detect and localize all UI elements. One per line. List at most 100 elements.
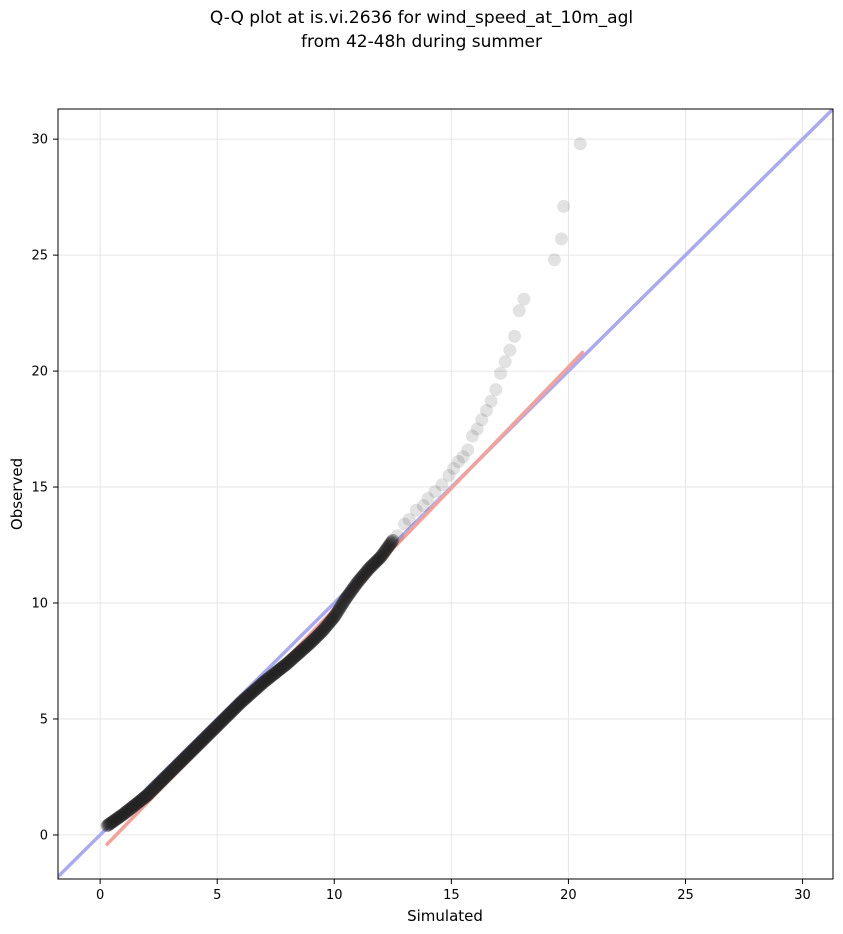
data-point [126,800,140,814]
data-point [238,692,252,706]
data-point [297,642,311,656]
data-point [290,648,304,662]
data-point [416,499,430,513]
data-point [240,690,254,704]
data-point [359,565,373,579]
data-point [166,763,180,777]
data-point [278,658,292,672]
data-point [465,429,479,443]
data-point [252,679,266,693]
data-point [391,529,405,543]
data-point [199,730,213,744]
data-point [331,603,345,617]
data-point [311,628,325,642]
data-point [484,394,498,408]
data-point [339,591,353,605]
data-point [335,597,349,611]
data-point [269,665,283,679]
data-point [372,551,386,565]
data-point [385,535,399,549]
data-point [172,757,186,771]
data-point [147,782,161,796]
data-point [332,602,346,616]
data-point [236,694,250,708]
data-point [231,698,245,712]
data-point [210,719,224,733]
data-point [200,730,214,744]
data-point [191,738,205,752]
fit-line [105,350,585,846]
data-point [265,668,279,682]
data-point [235,695,249,709]
axis-ticks: 0 5 10 15 20 25 30 0 5 10 15 20 25 30 [31,133,810,903]
data-point [377,545,391,559]
data-point [262,671,276,685]
data-point [284,654,298,668]
data-point [181,747,195,761]
data-point [494,366,508,380]
data-point [479,404,493,418]
data-point [320,619,334,633]
data-point [271,664,285,678]
data-point [174,755,188,769]
data-point [151,778,165,792]
data-point [298,641,312,655]
data-point [179,749,193,763]
data-point [347,581,361,595]
data-point [326,612,340,626]
data-point [328,608,342,622]
data-point [153,776,167,790]
data-point [163,765,177,779]
data-point [180,748,194,762]
data-point [307,633,321,647]
data-point [196,733,210,747]
data-point [214,715,228,729]
data-point [294,644,308,658]
data-point [318,621,332,635]
data-point [243,687,257,701]
data-point [248,683,262,697]
data-point [201,728,215,742]
data-point [121,803,135,817]
data-point [287,650,301,664]
data-point [257,675,271,689]
data-point [154,775,168,789]
data-point [148,781,162,795]
data-point [185,744,199,758]
data-point [369,555,383,569]
data-point [188,741,202,755]
data-point [102,817,116,831]
data-point [156,773,170,787]
data-point [100,819,114,833]
data-point [129,797,143,811]
data-point [176,753,190,767]
data-point [349,578,363,592]
data-point [498,355,512,369]
data-point [243,688,257,702]
data-point [376,547,390,561]
data-point [160,768,174,782]
data-point [127,799,141,813]
data-point [315,624,329,638]
data-point [261,672,275,686]
data-point [380,541,394,555]
data-point [475,413,489,427]
data-point [194,735,208,749]
data-point [197,732,211,746]
data-point [122,803,136,817]
data-point [178,751,192,765]
data-point [140,788,154,802]
data-point [239,691,253,705]
data-point [398,517,412,531]
x-tick-label: 20 [560,888,577,903]
data-point [379,543,393,557]
data-point [184,745,198,759]
data-point [198,731,212,745]
data-point [131,796,145,810]
data-point [350,575,364,589]
data-point [283,654,297,668]
data-point [125,800,139,814]
data-point [299,640,313,654]
data-point [375,548,389,562]
data-point [221,708,235,722]
